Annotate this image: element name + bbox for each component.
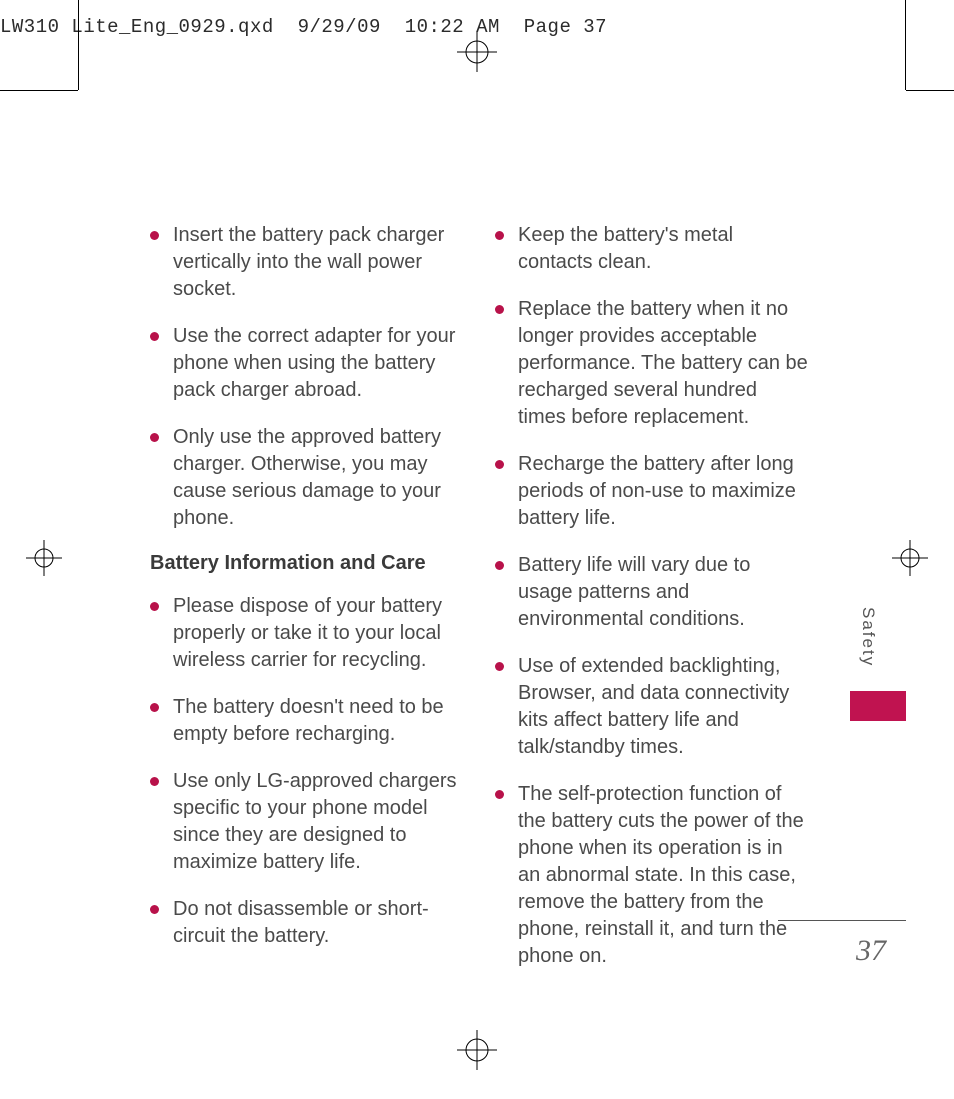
section-tab-bar xyxy=(850,691,906,721)
bullet-icon xyxy=(150,905,159,914)
bullet-icon xyxy=(150,231,159,240)
crop-mark xyxy=(0,90,78,91)
footer-rule xyxy=(778,920,906,921)
bullet-text: Keep the battery's metal contacts clean. xyxy=(518,222,810,276)
crop-mark xyxy=(905,0,906,90)
bullet-icon xyxy=(150,332,159,341)
page-content: Insert the battery pack charger vertical… xyxy=(150,222,810,990)
bullet-text: Use of extended backlighting, Browser, a… xyxy=(518,653,810,761)
registration-mark-icon xyxy=(892,540,928,581)
bullet-icon xyxy=(150,703,159,712)
bullet-icon xyxy=(495,231,504,240)
bullet-text: Replace the battery when it no longer pr… xyxy=(518,296,810,431)
bullet-text: The battery doesn't need to be empty bef… xyxy=(173,694,465,748)
list-item: Do not disassemble or short-circuit the … xyxy=(150,896,465,950)
list-item: Use of extended backlighting, Browser, a… xyxy=(495,653,810,761)
bullet-text: The self-protection function of the batt… xyxy=(518,781,810,970)
bullet-text: Please dispose of your battery properly … xyxy=(173,593,465,674)
list-item: Use the correct adapter for your phone w… xyxy=(150,323,465,404)
bullet-text: Use the correct adapter for your phone w… xyxy=(173,323,465,404)
list-item: Battery life will vary due to usage patt… xyxy=(495,552,810,633)
list-item: Please dispose of your battery properly … xyxy=(150,593,465,674)
bullet-icon xyxy=(150,433,159,442)
crop-mark xyxy=(906,90,954,91)
section-tab-label: Safety xyxy=(858,607,878,667)
list-item: The battery doesn't need to be empty bef… xyxy=(150,694,465,748)
registration-mark-icon xyxy=(26,540,62,581)
registration-mark-icon xyxy=(457,1030,497,1075)
list-item: Keep the battery's metal contacts clean. xyxy=(495,222,810,276)
left-column: Insert the battery pack charger vertical… xyxy=(150,222,465,990)
bullet-icon xyxy=(495,662,504,671)
list-item: Only use the approved battery charger. O… xyxy=(150,424,465,532)
bullet-text: Do not disassemble or short-circuit the … xyxy=(173,896,465,950)
right-column: Keep the battery's metal contacts clean.… xyxy=(495,222,810,990)
bullet-icon xyxy=(150,602,159,611)
bullet-text: Recharge the battery after long periods … xyxy=(518,451,810,532)
header-filename: LW310 Lite_Eng_0929.qxd xyxy=(0,16,274,38)
bullet-text: Only use the approved battery charger. O… xyxy=(173,424,465,532)
bullet-icon xyxy=(495,561,504,570)
list-item: Use only LG-approved chargers specific t… xyxy=(150,768,465,876)
bullet-icon xyxy=(150,777,159,786)
print-header: LW310 Lite_Eng_0929.qxd 9/29/09 10:22 AM… xyxy=(0,16,607,38)
section-heading: Battery Information and Care xyxy=(150,552,465,575)
header-page: Page 37 xyxy=(524,16,607,38)
crop-mark xyxy=(78,0,79,90)
page-number: 37 xyxy=(856,934,886,968)
bullet-text: Use only LG-approved chargers specific t… xyxy=(173,768,465,876)
bullet-icon xyxy=(495,460,504,469)
bullet-icon xyxy=(495,790,504,799)
list-item: The self-protection function of the batt… xyxy=(495,781,810,970)
list-item: Recharge the battery after long periods … xyxy=(495,451,810,532)
registration-mark-icon xyxy=(457,32,497,77)
list-item: Insert the battery pack charger vertical… xyxy=(150,222,465,303)
header-date: 9/29/09 xyxy=(298,16,381,38)
bullet-text: Battery life will vary due to usage patt… xyxy=(518,552,810,633)
bullet-text: Insert the battery pack charger vertical… xyxy=(173,222,465,303)
bullet-icon xyxy=(495,305,504,314)
list-item: Replace the battery when it no longer pr… xyxy=(495,296,810,431)
